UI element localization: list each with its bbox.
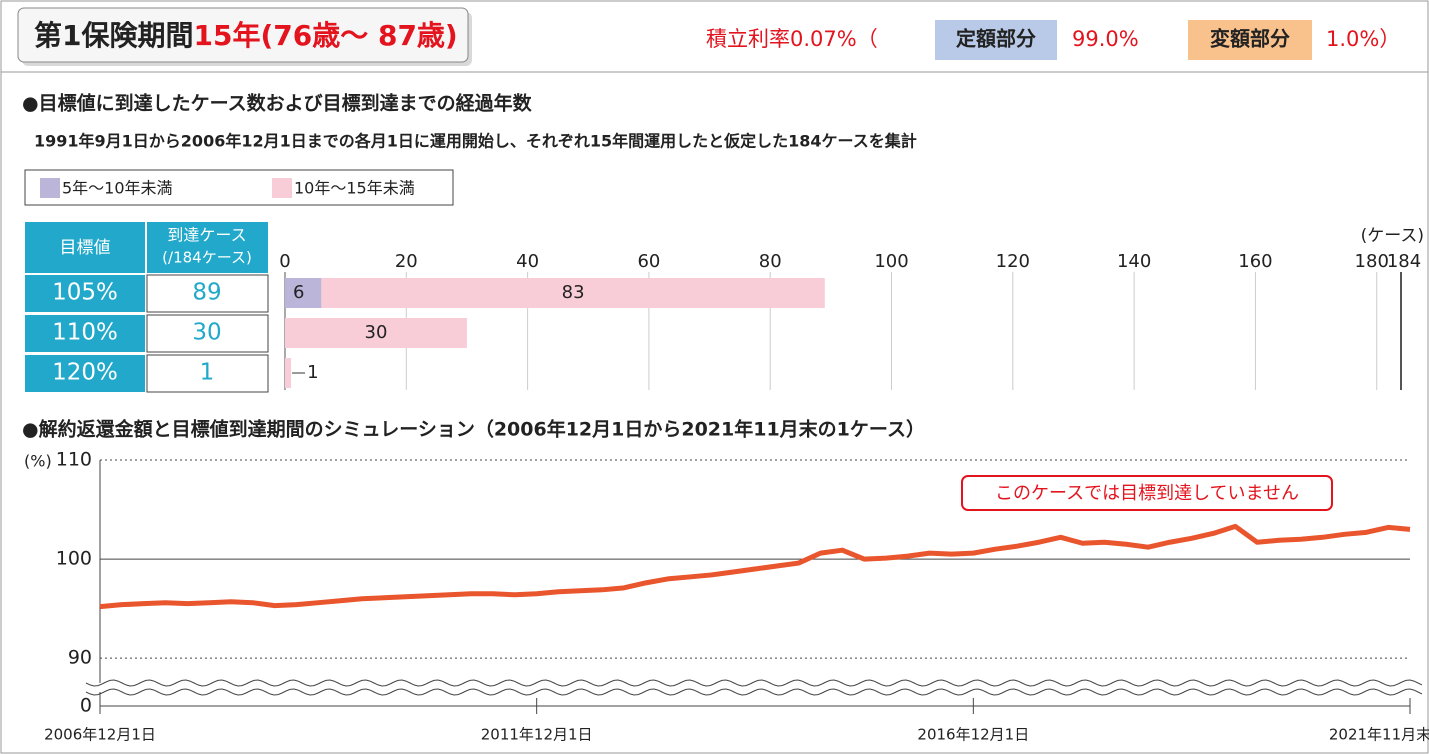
bar-segment xyxy=(285,318,467,348)
table-header: 目標値 xyxy=(60,238,111,258)
target-value: 110% xyxy=(52,320,118,346)
table-cell xyxy=(25,355,145,392)
x-tick-label: 0 xyxy=(279,251,290,272)
x-tick-label: 20 xyxy=(395,251,418,272)
reached-count: 30 xyxy=(192,320,221,346)
axis-break xyxy=(85,688,1423,696)
rate: 積立利率0.07%（ xyxy=(706,27,878,51)
x-axis-label: (ケース) xyxy=(1361,226,1424,246)
title-highlight: 15年(76歳～ 87歳) xyxy=(193,19,457,52)
y-tick-label: 110 xyxy=(56,449,92,471)
table-cell xyxy=(146,354,269,393)
x-tick-label: 120 xyxy=(996,251,1030,272)
axis-break xyxy=(85,679,1423,687)
table-header-cell xyxy=(147,222,268,273)
section-heading: ●目標値に到達したケース数および目標到達までの経過年数 xyxy=(22,92,533,115)
table-cell xyxy=(25,275,145,312)
x-tick-label: 2006年12月1日 xyxy=(44,726,156,744)
y-axis-label: (%) xyxy=(24,452,52,471)
table-header-cell xyxy=(25,222,145,273)
x-tick-label: 184 xyxy=(1387,251,1421,272)
title: 第1保険期間15年(76歳～ 87歳) xyxy=(34,19,458,52)
reached-count: 89 xyxy=(192,280,221,306)
annotation-box xyxy=(961,475,1333,511)
table-cell xyxy=(25,315,145,352)
bar-segment xyxy=(285,358,292,388)
x-tick-label: 100 xyxy=(874,251,908,272)
legend-box xyxy=(24,169,454,206)
x-tick-label: 60 xyxy=(637,251,660,272)
legend-swatch xyxy=(272,178,292,198)
fixed-value: 99.0% xyxy=(1072,27,1139,51)
value-label: 83 xyxy=(562,282,585,303)
y-tick-label: 100 xyxy=(56,548,92,570)
annotation: このケースでは目標到達していません xyxy=(995,483,1299,504)
x-tick-label: 180 xyxy=(1355,251,1389,272)
legend-label: 10年～15年未満 xyxy=(294,179,415,198)
variable-value: 1.0%） xyxy=(1326,27,1400,51)
legend-label: 5年～10年未満 xyxy=(62,179,173,198)
section-subtitle: 1991年9月1日から2006年12月1日までの各月1日に運用開始し、それぞれ1… xyxy=(34,132,917,151)
table-header: 到達ケース xyxy=(167,226,246,245)
bar-segment xyxy=(285,278,322,308)
target-value: 105% xyxy=(52,280,118,306)
table-cell xyxy=(146,274,269,313)
x-tick-label: 80 xyxy=(759,251,782,272)
x-tick-label: 2011年12月1日 xyxy=(481,726,593,744)
reached-count: 1 xyxy=(200,360,215,386)
x-tick-label: 140 xyxy=(1117,251,1151,272)
x-tick-label: 40 xyxy=(516,251,539,272)
section-heading: ●解約返還金額と目標値到達期間のシミュレーション（2006年12月1日から202… xyxy=(22,418,925,441)
variable-badge xyxy=(1188,20,1312,60)
y-tick-label: 90 xyxy=(68,647,92,669)
axis-break-gap xyxy=(84,683,1424,692)
value-label: 30 xyxy=(365,322,388,343)
title-main: 第1保険期間 xyxy=(34,19,193,52)
value-label: 6 xyxy=(293,282,304,303)
x-tick-label: 2016年12月1日 xyxy=(917,726,1029,744)
y-tick-label: 0 xyxy=(80,695,92,717)
value-label: 1 xyxy=(307,362,318,383)
variable-label: 変額部分 xyxy=(1210,27,1290,51)
x-tick-label: 160 xyxy=(1238,251,1272,272)
bar-segment xyxy=(321,278,825,308)
table-cell xyxy=(146,314,269,353)
title-box xyxy=(17,7,469,63)
x-tick-label: 2021年11月末 xyxy=(1329,726,1429,744)
fixed-badge xyxy=(935,20,1057,60)
legend-swatch xyxy=(40,178,60,198)
line-series xyxy=(99,523,1411,610)
table-header: (/184ケース) xyxy=(162,249,252,267)
target-value: 120% xyxy=(52,360,118,386)
fixed-label: 定額部分 xyxy=(956,27,1036,51)
